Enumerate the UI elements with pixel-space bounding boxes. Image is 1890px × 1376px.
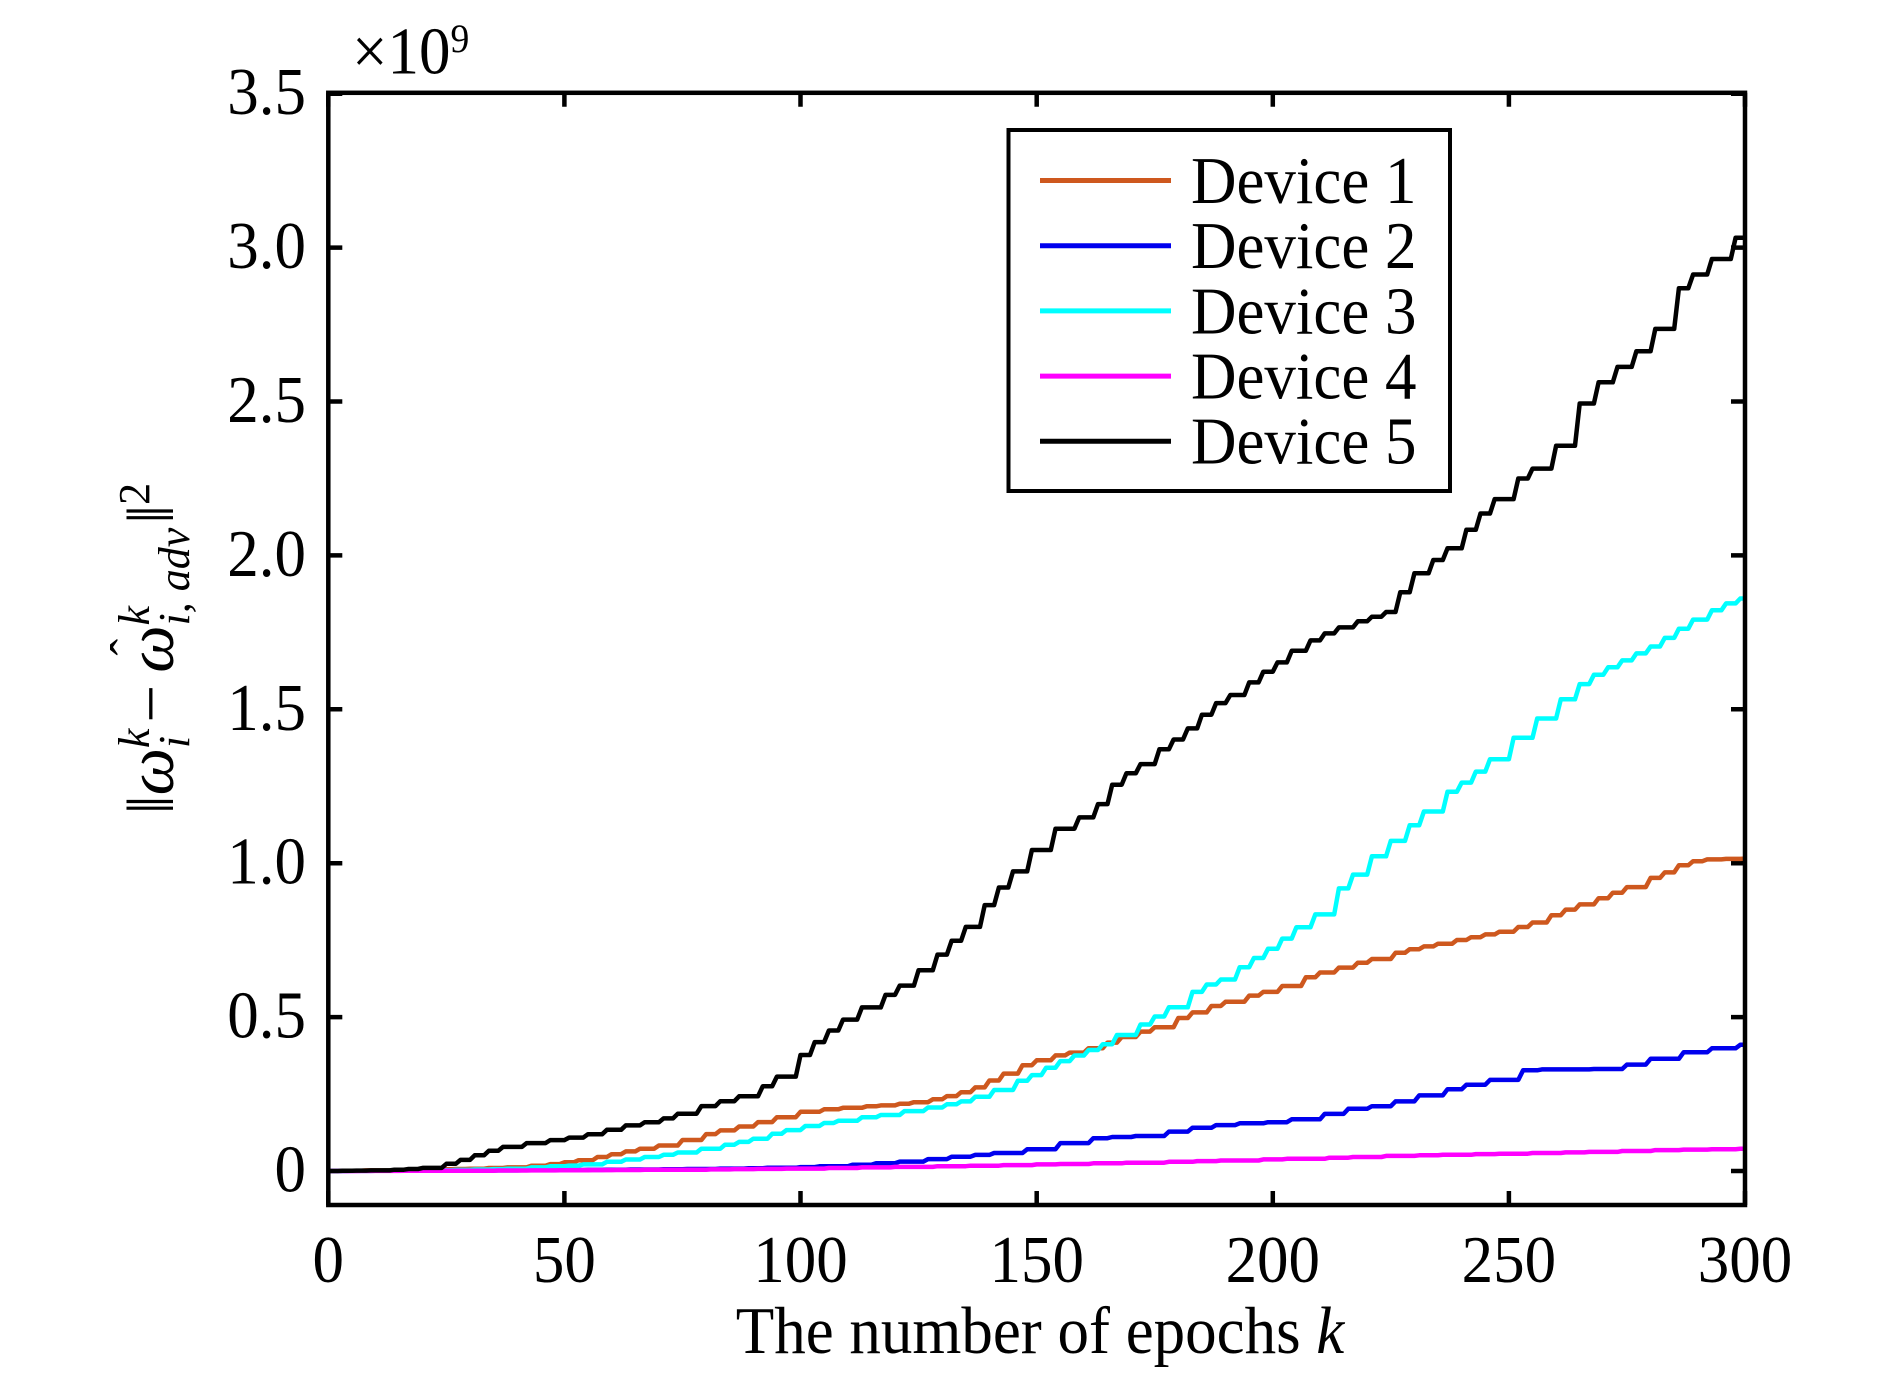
- svg-text:Device 1: Device 1: [1191, 144, 1417, 218]
- svg-text:3.5: 3.5: [227, 55, 306, 129]
- svg-text:3.0: 3.0: [227, 209, 306, 283]
- svg-text:Device 5: Device 5: [1191, 405, 1417, 479]
- svg-text:−: −: [114, 685, 188, 723]
- svg-text:200: 200: [1226, 1223, 1320, 1297]
- svg-text:0: 0: [275, 1133, 306, 1207]
- svg-text:2: 2: [110, 483, 159, 505]
- svg-text:1.5: 1.5: [227, 671, 306, 745]
- svg-text:ω: ω: [114, 625, 188, 672]
- svg-text:0: 0: [313, 1223, 344, 1297]
- svg-text:150: 150: [989, 1223, 1083, 1297]
- svg-text:Device 4: Device 4: [1191, 340, 1417, 414]
- svg-text:1.0: 1.0: [227, 825, 306, 899]
- svg-text:‖: ‖: [114, 505, 188, 524]
- svg-text:i, adv: i, adv: [150, 527, 199, 625]
- svg-text:The number of epochs k: The number of epochs k: [736, 1294, 1346, 1368]
- svg-text:50: 50: [533, 1223, 596, 1297]
- svg-text:2.0: 2.0: [227, 517, 306, 591]
- svg-text:100: 100: [753, 1223, 847, 1297]
- svg-text:Device 2: Device 2: [1191, 209, 1417, 283]
- svg-text:250: 250: [1462, 1223, 1556, 1297]
- svg-text:Device 3: Device 3: [1191, 275, 1417, 349]
- svg-text:k: k: [110, 727, 159, 748]
- svg-text:0.5: 0.5: [227, 979, 306, 1053]
- svg-text:×109: ×109: [352, 15, 469, 89]
- svg-text:300: 300: [1698, 1223, 1792, 1297]
- svg-text:k: k: [110, 605, 159, 626]
- svg-text:2.5: 2.5: [227, 363, 306, 437]
- svg-text:‖: ‖: [114, 795, 188, 814]
- svg-text:i: i: [150, 736, 199, 748]
- svg-text:ˆ: ˆ: [100, 639, 156, 656]
- svg-text:ω: ω: [114, 748, 188, 795]
